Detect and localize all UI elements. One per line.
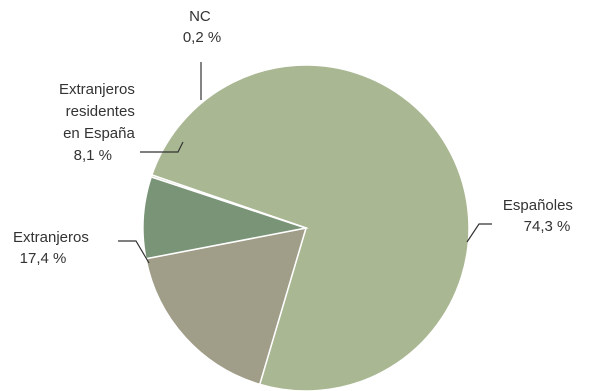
slice-extranjeros bbox=[145, 227, 308, 386]
label-residentes-line2: residentes bbox=[66, 103, 135, 120]
leader-line-residentes bbox=[140, 141, 184, 153]
label-nc-value: 0,2 % bbox=[183, 29, 221, 46]
label-residentes-line1: Extranjeros bbox=[59, 81, 135, 98]
leader-line-espanoles bbox=[466, 223, 492, 243]
label-extranjeros: Extranjeros 17,4 % bbox=[13, 229, 93, 267]
slice-nc bbox=[150, 173, 307, 229]
label-espanoles-name: Españoles bbox=[503, 197, 573, 214]
label-espanoles-value: 74,3 % bbox=[524, 218, 571, 235]
leader-line-extranjeros bbox=[118, 240, 150, 264]
label-residentes-value: 8,1 % bbox=[74, 147, 112, 164]
slice-espanoles bbox=[150, 64, 470, 391]
pie-slices bbox=[142, 64, 470, 391]
label-nc: NC 0,2 % bbox=[183, 8, 221, 46]
label-espanoles: Españoles 74,3 % bbox=[503, 197, 577, 235]
label-nc-name: NC bbox=[189, 8, 211, 25]
label-extranjeros-name: Extranjeros bbox=[13, 229, 89, 246]
label-extranjeros-value: 17,4 % bbox=[20, 250, 67, 267]
label-residentes-line3: en España bbox=[63, 125, 135, 142]
label-residentes: Extranjeros residentes en España 8,1 % bbox=[59, 81, 139, 164]
